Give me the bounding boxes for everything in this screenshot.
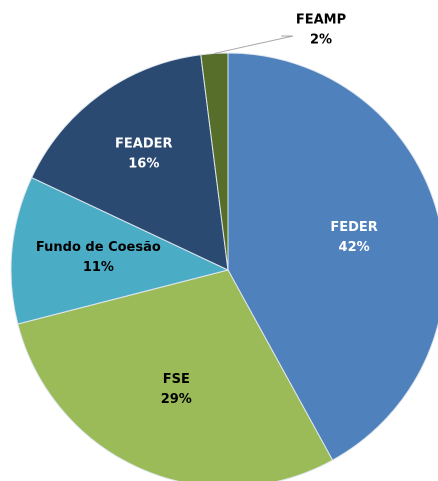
pie-slice: [17, 269, 334, 481]
data-label-name: FEADER: [115, 137, 173, 152]
pie-slice: [227, 52, 438, 461]
data-label-value: 2%: [310, 33, 332, 48]
leader-line: [214, 35, 294, 54]
data-label-name: FEDER: [330, 220, 377, 235]
data-label-name: FSE: [163, 372, 190, 387]
data-label-name: FEAMP: [296, 13, 346, 28]
data-label-value: 11%: [83, 260, 114, 275]
data-label-value: 16%: [128, 157, 159, 172]
pie-slice: [10, 176, 230, 325]
data-label-name: Fundo de Coesão: [36, 240, 161, 255]
data-label-value: 29%: [161, 392, 192, 407]
data-label-value: 42%: [339, 240, 370, 255]
pie-slice: [30, 54, 229, 271]
